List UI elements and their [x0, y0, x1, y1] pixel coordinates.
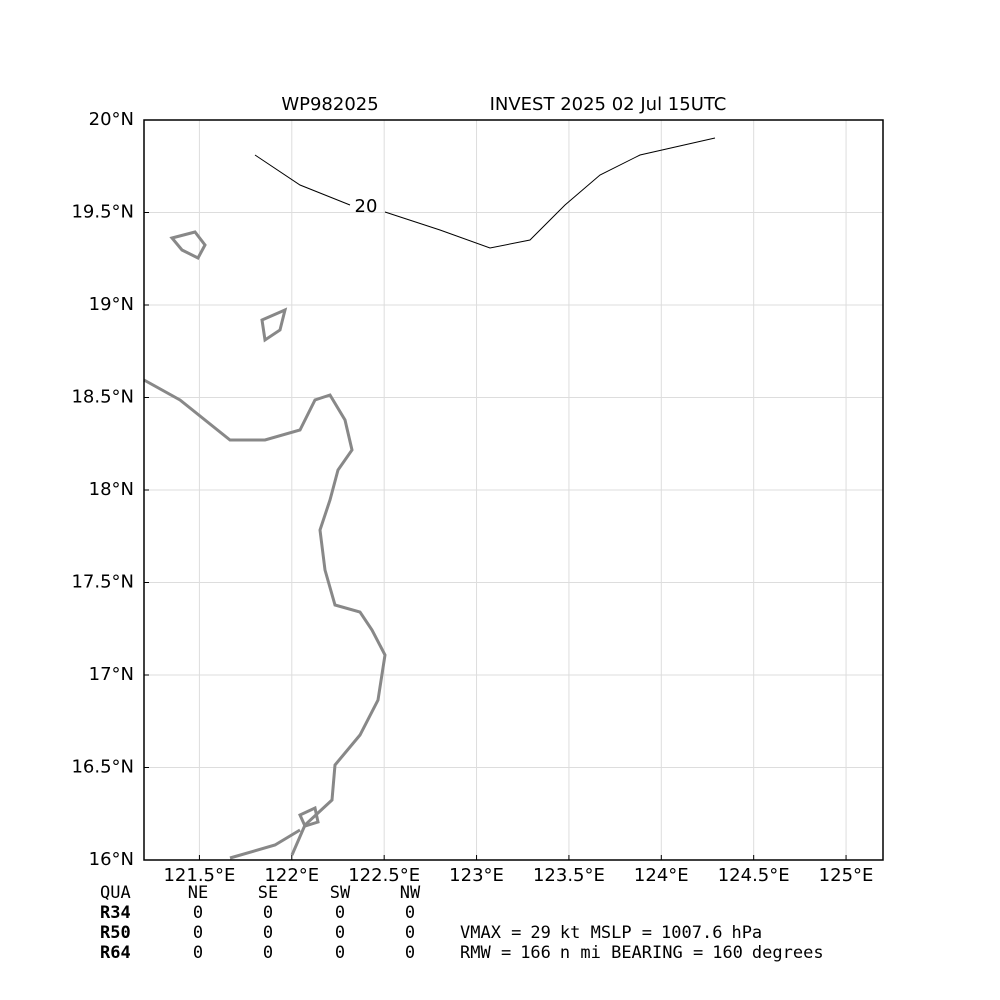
cell: 0 — [263, 923, 273, 943]
x-tick-label: 124.5°E — [718, 865, 790, 886]
cell: 0 — [405, 923, 415, 943]
info-bearing: 160 — [712, 943, 743, 963]
title-left: WP982025 — [281, 94, 378, 115]
info-line: VMAX = 29 kt MSLP = 1007.6 hPa — [460, 923, 762, 943]
y-tick-label: 20°N — [89, 109, 134, 130]
info-bearing-unit: degrees — [752, 943, 824, 963]
coastline — [143, 230, 387, 860]
table-header: QUA — [100, 883, 131, 903]
cell: 0 — [335, 943, 345, 963]
y-tick-label: 19.5°N — [71, 202, 134, 223]
info-rmw-unit: n mi BEARING = — [560, 943, 703, 963]
y-tick-label: 18.5°N — [71, 387, 134, 408]
y-tick-label: 19°N — [89, 294, 134, 315]
cell: 0 — [405, 943, 415, 963]
info-vmax-label: VMAX = — [460, 923, 521, 943]
cell: 0 — [335, 903, 345, 923]
x-tick-label: 122°E — [264, 865, 319, 886]
info-vmax: 29 — [530, 923, 550, 943]
cell: 0 — [263, 903, 273, 923]
row-name: R50 — [100, 923, 131, 943]
table-header: NW — [400, 883, 421, 903]
table-header: NE — [188, 883, 208, 903]
cell: 0 — [193, 923, 203, 943]
cell: 0 — [193, 903, 203, 923]
table-header: SE — [258, 883, 278, 903]
info-mslp: 1007.6 — [661, 923, 722, 943]
x-tick-label: 123°E — [449, 865, 504, 886]
x-tick-label: 122.5°E — [348, 865, 420, 886]
y-tick-label: 17.5°N — [71, 572, 134, 593]
info-rmw: 166 — [520, 943, 551, 963]
y-tick-label: 17°N — [89, 664, 134, 685]
contour — [254, 137, 716, 249]
cell: 0 — [335, 923, 345, 943]
info-vmax-unit: kt MSLP = — [560, 923, 652, 943]
contour-label: 20 — [355, 196, 378, 217]
row-name: R34 — [100, 903, 131, 923]
x-tick-label: 123.5°E — [533, 865, 605, 886]
x-tick-label: 124°E — [634, 865, 689, 886]
cell: 0 — [405, 903, 415, 923]
cell: 0 — [263, 943, 273, 963]
row-name: R64 — [100, 943, 131, 963]
table-header: SW — [330, 883, 351, 903]
y-tick-label: 16.5°N — [71, 757, 134, 778]
cell: 0 — [193, 943, 203, 963]
info-rmw-label: RMW = — [460, 943, 511, 963]
y-tick-label: 18°N — [89, 479, 134, 500]
info-mslp-unit: hPa — [731, 923, 762, 943]
y-tick-label: 16°N — [89, 849, 134, 870]
x-tick-label: 125°E — [819, 865, 874, 886]
title-right: INVEST 2025 02 Jul 15UTC — [490, 94, 727, 115]
info-line: RMW = 166 n mi BEARING = 160 degrees — [460, 943, 824, 963]
x-tick-label: 121.5°E — [163, 865, 235, 886]
